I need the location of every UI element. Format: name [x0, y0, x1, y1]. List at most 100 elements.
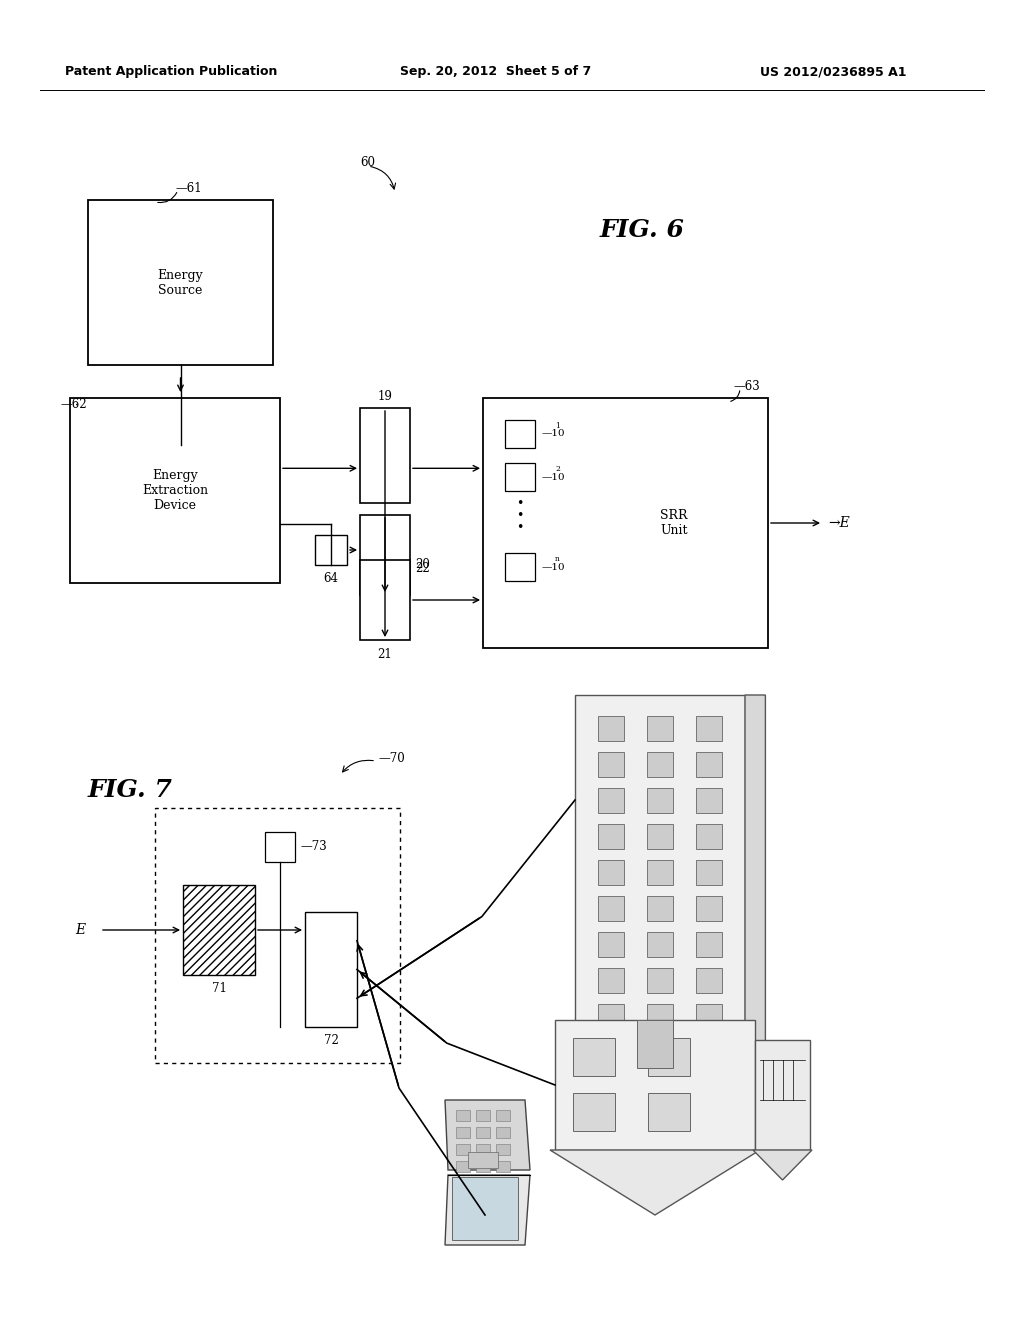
Bar: [88, 201, 273, 366]
Bar: [496, 1110, 510, 1121]
Text: 72: 72: [324, 1035, 339, 1048]
Text: —10: —10: [542, 429, 565, 438]
Text: 64: 64: [324, 573, 339, 586]
Bar: [505, 420, 535, 447]
Text: FIG. 7: FIG. 7: [88, 777, 173, 803]
Bar: [598, 896, 624, 921]
Text: —63: —63: [733, 380, 760, 392]
Bar: [647, 932, 673, 957]
Bar: [647, 968, 673, 993]
Text: Patent Application Publication: Patent Application Publication: [65, 66, 278, 78]
Bar: [598, 752, 624, 777]
Bar: [696, 1005, 722, 1030]
Polygon shape: [445, 1175, 530, 1245]
Text: →E: →E: [828, 516, 850, 531]
Bar: [70, 399, 280, 583]
Bar: [483, 399, 768, 648]
Polygon shape: [575, 1045, 765, 1080]
Bar: [647, 896, 673, 921]
Bar: [360, 560, 410, 640]
Polygon shape: [753, 1150, 812, 1180]
Bar: [505, 553, 535, 581]
Bar: [468, 1152, 498, 1168]
Bar: [598, 861, 624, 884]
Text: —70: —70: [378, 751, 404, 764]
Bar: [598, 715, 624, 741]
Bar: [555, 1020, 755, 1150]
Text: 22: 22: [415, 561, 430, 574]
Bar: [696, 896, 722, 921]
Text: US 2012/0236895 A1: US 2012/0236895 A1: [760, 66, 906, 78]
Bar: [496, 1144, 510, 1155]
Bar: [456, 1162, 470, 1172]
Polygon shape: [745, 696, 765, 1080]
Bar: [496, 1127, 510, 1138]
Polygon shape: [550, 1150, 760, 1214]
Text: 71: 71: [212, 982, 226, 995]
Bar: [696, 932, 722, 957]
Bar: [648, 1038, 690, 1076]
Bar: [476, 1110, 490, 1121]
Text: Sep. 20, 2012  Sheet 5 of 7: Sep. 20, 2012 Sheet 5 of 7: [400, 66, 591, 78]
Text: Energy
Source: Energy Source: [158, 268, 204, 297]
Bar: [755, 1040, 810, 1150]
Bar: [360, 515, 410, 595]
Bar: [598, 932, 624, 957]
Text: —10: —10: [542, 562, 565, 572]
Text: Energy
Extraction
Device: Energy Extraction Device: [142, 469, 208, 512]
Text: •: •: [516, 496, 523, 510]
Bar: [647, 715, 673, 741]
Bar: [452, 1177, 518, 1239]
Text: E: E: [75, 923, 85, 937]
Text: —62: —62: [60, 399, 87, 412]
Bar: [598, 788, 624, 813]
Text: —61: —61: [175, 181, 202, 194]
Bar: [305, 912, 357, 1027]
Text: 2: 2: [555, 465, 560, 473]
Bar: [155, 808, 400, 1063]
Bar: [696, 752, 722, 777]
Bar: [696, 824, 722, 849]
Bar: [647, 824, 673, 849]
Text: 20: 20: [415, 558, 430, 572]
Polygon shape: [445, 1100, 530, 1170]
Bar: [456, 1110, 470, 1121]
Bar: [598, 824, 624, 849]
Text: n: n: [555, 554, 560, 564]
Text: 21: 21: [378, 648, 392, 660]
Text: 1: 1: [555, 422, 560, 430]
Bar: [573, 1038, 615, 1076]
Bar: [183, 884, 255, 975]
Bar: [476, 1127, 490, 1138]
Bar: [696, 715, 722, 741]
Text: FIG. 6: FIG. 6: [600, 218, 685, 242]
Text: —10: —10: [542, 473, 565, 482]
Bar: [696, 788, 722, 813]
Bar: [647, 861, 673, 884]
Bar: [496, 1162, 510, 1172]
Text: SRR
Unit: SRR Unit: [660, 510, 688, 537]
Text: •: •: [516, 520, 523, 533]
Bar: [360, 408, 410, 503]
Bar: [456, 1127, 470, 1138]
Bar: [696, 861, 722, 884]
Bar: [696, 968, 722, 993]
Bar: [476, 1162, 490, 1172]
Bar: [573, 1093, 615, 1131]
Bar: [575, 696, 745, 1045]
Bar: [637, 1020, 673, 1068]
Bar: [456, 1144, 470, 1155]
Bar: [265, 832, 295, 862]
Bar: [476, 1144, 490, 1155]
Bar: [648, 1093, 690, 1131]
Bar: [647, 788, 673, 813]
Bar: [598, 1005, 624, 1030]
Text: 60: 60: [360, 157, 375, 169]
Bar: [315, 535, 347, 565]
Bar: [598, 968, 624, 993]
Bar: [647, 752, 673, 777]
Text: 19: 19: [378, 389, 392, 403]
Bar: [505, 463, 535, 491]
Bar: [647, 1005, 673, 1030]
Text: —73: —73: [300, 841, 327, 854]
